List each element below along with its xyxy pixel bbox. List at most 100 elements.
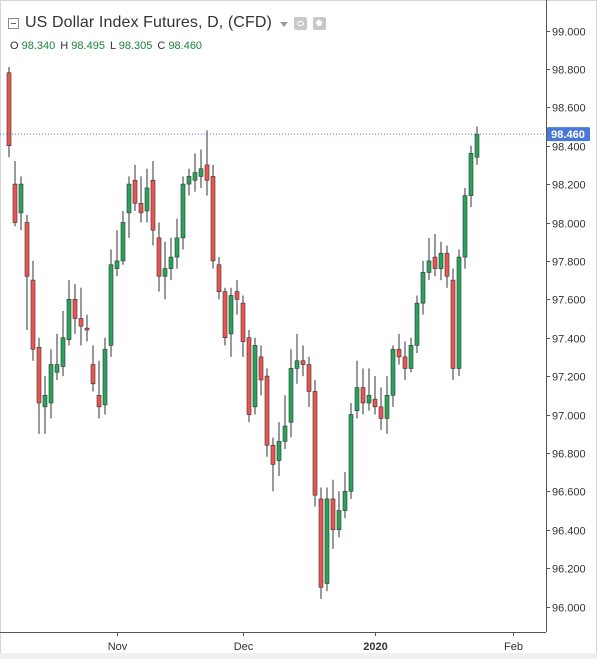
candle[interactable] bbox=[48, 349, 54, 419]
candle[interactable] bbox=[324, 487, 330, 592]
candle[interactable] bbox=[216, 257, 222, 300]
gear-icon[interactable] bbox=[312, 16, 326, 30]
y-tick-label: 97.800 bbox=[552, 257, 586, 269]
candle[interactable] bbox=[288, 349, 294, 438]
candle[interactable] bbox=[144, 168, 150, 223]
candle[interactable] bbox=[180, 176, 186, 250]
candle[interactable] bbox=[330, 479, 336, 549]
candle[interactable] bbox=[318, 487, 324, 599]
candle[interactable] bbox=[138, 176, 144, 223]
candle[interactable] bbox=[204, 130, 210, 196]
candle[interactable] bbox=[270, 437, 276, 492]
chevron-down-icon[interactable] bbox=[279, 21, 288, 27]
candle-body bbox=[204, 164, 210, 181]
candle[interactable] bbox=[210, 164, 216, 269]
candle[interactable] bbox=[396, 333, 402, 365]
candle[interactable] bbox=[66, 280, 72, 346]
candle-body bbox=[150, 179, 156, 231]
candle[interactable] bbox=[408, 337, 414, 373]
y-tick-label: 97.600 bbox=[552, 295, 586, 307]
candle[interactable] bbox=[156, 222, 162, 292]
candle[interactable] bbox=[450, 268, 456, 380]
candle-body bbox=[114, 260, 120, 269]
candle[interactable] bbox=[264, 368, 270, 457]
y-tick-label: 98.800 bbox=[552, 65, 586, 77]
candle[interactable] bbox=[474, 126, 480, 165]
candle[interactable] bbox=[78, 287, 84, 346]
candle[interactable] bbox=[378, 387, 384, 430]
candle[interactable] bbox=[426, 237, 432, 281]
candle[interactable] bbox=[402, 341, 408, 380]
candle[interactable] bbox=[150, 161, 156, 246]
y-tick-label: 97.400 bbox=[552, 334, 586, 346]
eye-icon[interactable] bbox=[293, 16, 307, 30]
candle[interactable] bbox=[186, 168, 192, 196]
candle[interactable] bbox=[174, 218, 180, 269]
candle[interactable] bbox=[336, 491, 342, 538]
candle[interactable] bbox=[222, 287, 228, 346]
candle[interactable] bbox=[468, 145, 474, 208]
candle-body bbox=[396, 348, 402, 358]
candle[interactable] bbox=[30, 260, 36, 361]
candle[interactable] bbox=[372, 376, 378, 415]
candle[interactable] bbox=[282, 395, 288, 450]
low-label: L bbox=[109, 40, 116, 52]
candle[interactable] bbox=[414, 295, 420, 354]
candle-body bbox=[264, 375, 270, 446]
candle[interactable] bbox=[234, 280, 240, 315]
candle[interactable] bbox=[252, 337, 258, 415]
candle[interactable] bbox=[192, 153, 198, 192]
candle-body bbox=[378, 406, 384, 419]
time-scrollbar[interactable] bbox=[0, 653, 597, 659]
candle[interactable] bbox=[228, 287, 234, 357]
candle[interactable] bbox=[12, 161, 18, 227]
candle[interactable] bbox=[162, 241, 168, 300]
candle[interactable] bbox=[354, 360, 360, 419]
candle[interactable] bbox=[294, 333, 300, 384]
candle[interactable] bbox=[132, 164, 138, 211]
candle[interactable] bbox=[390, 345, 396, 407]
candle[interactable] bbox=[24, 214, 30, 331]
candle[interactable] bbox=[102, 337, 108, 415]
candle[interactable] bbox=[258, 345, 264, 396]
candle[interactable] bbox=[384, 376, 390, 434]
candle[interactable] bbox=[108, 249, 114, 357]
candle[interactable] bbox=[120, 210, 126, 265]
collapse-toggle-icon[interactable] bbox=[8, 17, 19, 29]
candle[interactable] bbox=[84, 314, 90, 342]
candle[interactable] bbox=[432, 234, 438, 277]
candle[interactable] bbox=[60, 310, 66, 377]
candle[interactable] bbox=[444, 245, 450, 288]
candle[interactable] bbox=[126, 176, 132, 238]
candle[interactable] bbox=[240, 295, 246, 357]
candle[interactable] bbox=[96, 360, 102, 419]
candle[interactable] bbox=[300, 345, 306, 377]
candle[interactable] bbox=[198, 149, 204, 188]
candle[interactable] bbox=[36, 337, 42, 434]
candle[interactable] bbox=[42, 376, 48, 434]
candle[interactable] bbox=[348, 402, 354, 499]
candle[interactable] bbox=[306, 356, 312, 407]
candle[interactable] bbox=[114, 230, 120, 277]
candle[interactable] bbox=[342, 472, 348, 519]
candle[interactable] bbox=[462, 187, 468, 269]
candle[interactable] bbox=[18, 176, 24, 231]
candle-body bbox=[246, 337, 252, 415]
candle[interactable] bbox=[276, 422, 282, 476]
candle[interactable] bbox=[168, 237, 174, 281]
candle[interactable] bbox=[360, 368, 366, 415]
candle[interactable] bbox=[366, 368, 372, 411]
candle[interactable] bbox=[456, 249, 462, 377]
candle[interactable] bbox=[246, 330, 252, 423]
chart-title: US Dollar Index Futures, D, (CFD) bbox=[25, 14, 272, 31]
candle[interactable] bbox=[6, 66, 12, 158]
candle[interactable] bbox=[420, 260, 426, 315]
candle[interactable] bbox=[90, 345, 96, 392]
candle[interactable] bbox=[438, 241, 444, 281]
y-tick-label: 98.000 bbox=[552, 219, 586, 231]
candle[interactable] bbox=[54, 333, 60, 380]
candle[interactable] bbox=[312, 379, 318, 507]
candle-body bbox=[456, 256, 462, 369]
candle[interactable] bbox=[72, 283, 78, 334]
